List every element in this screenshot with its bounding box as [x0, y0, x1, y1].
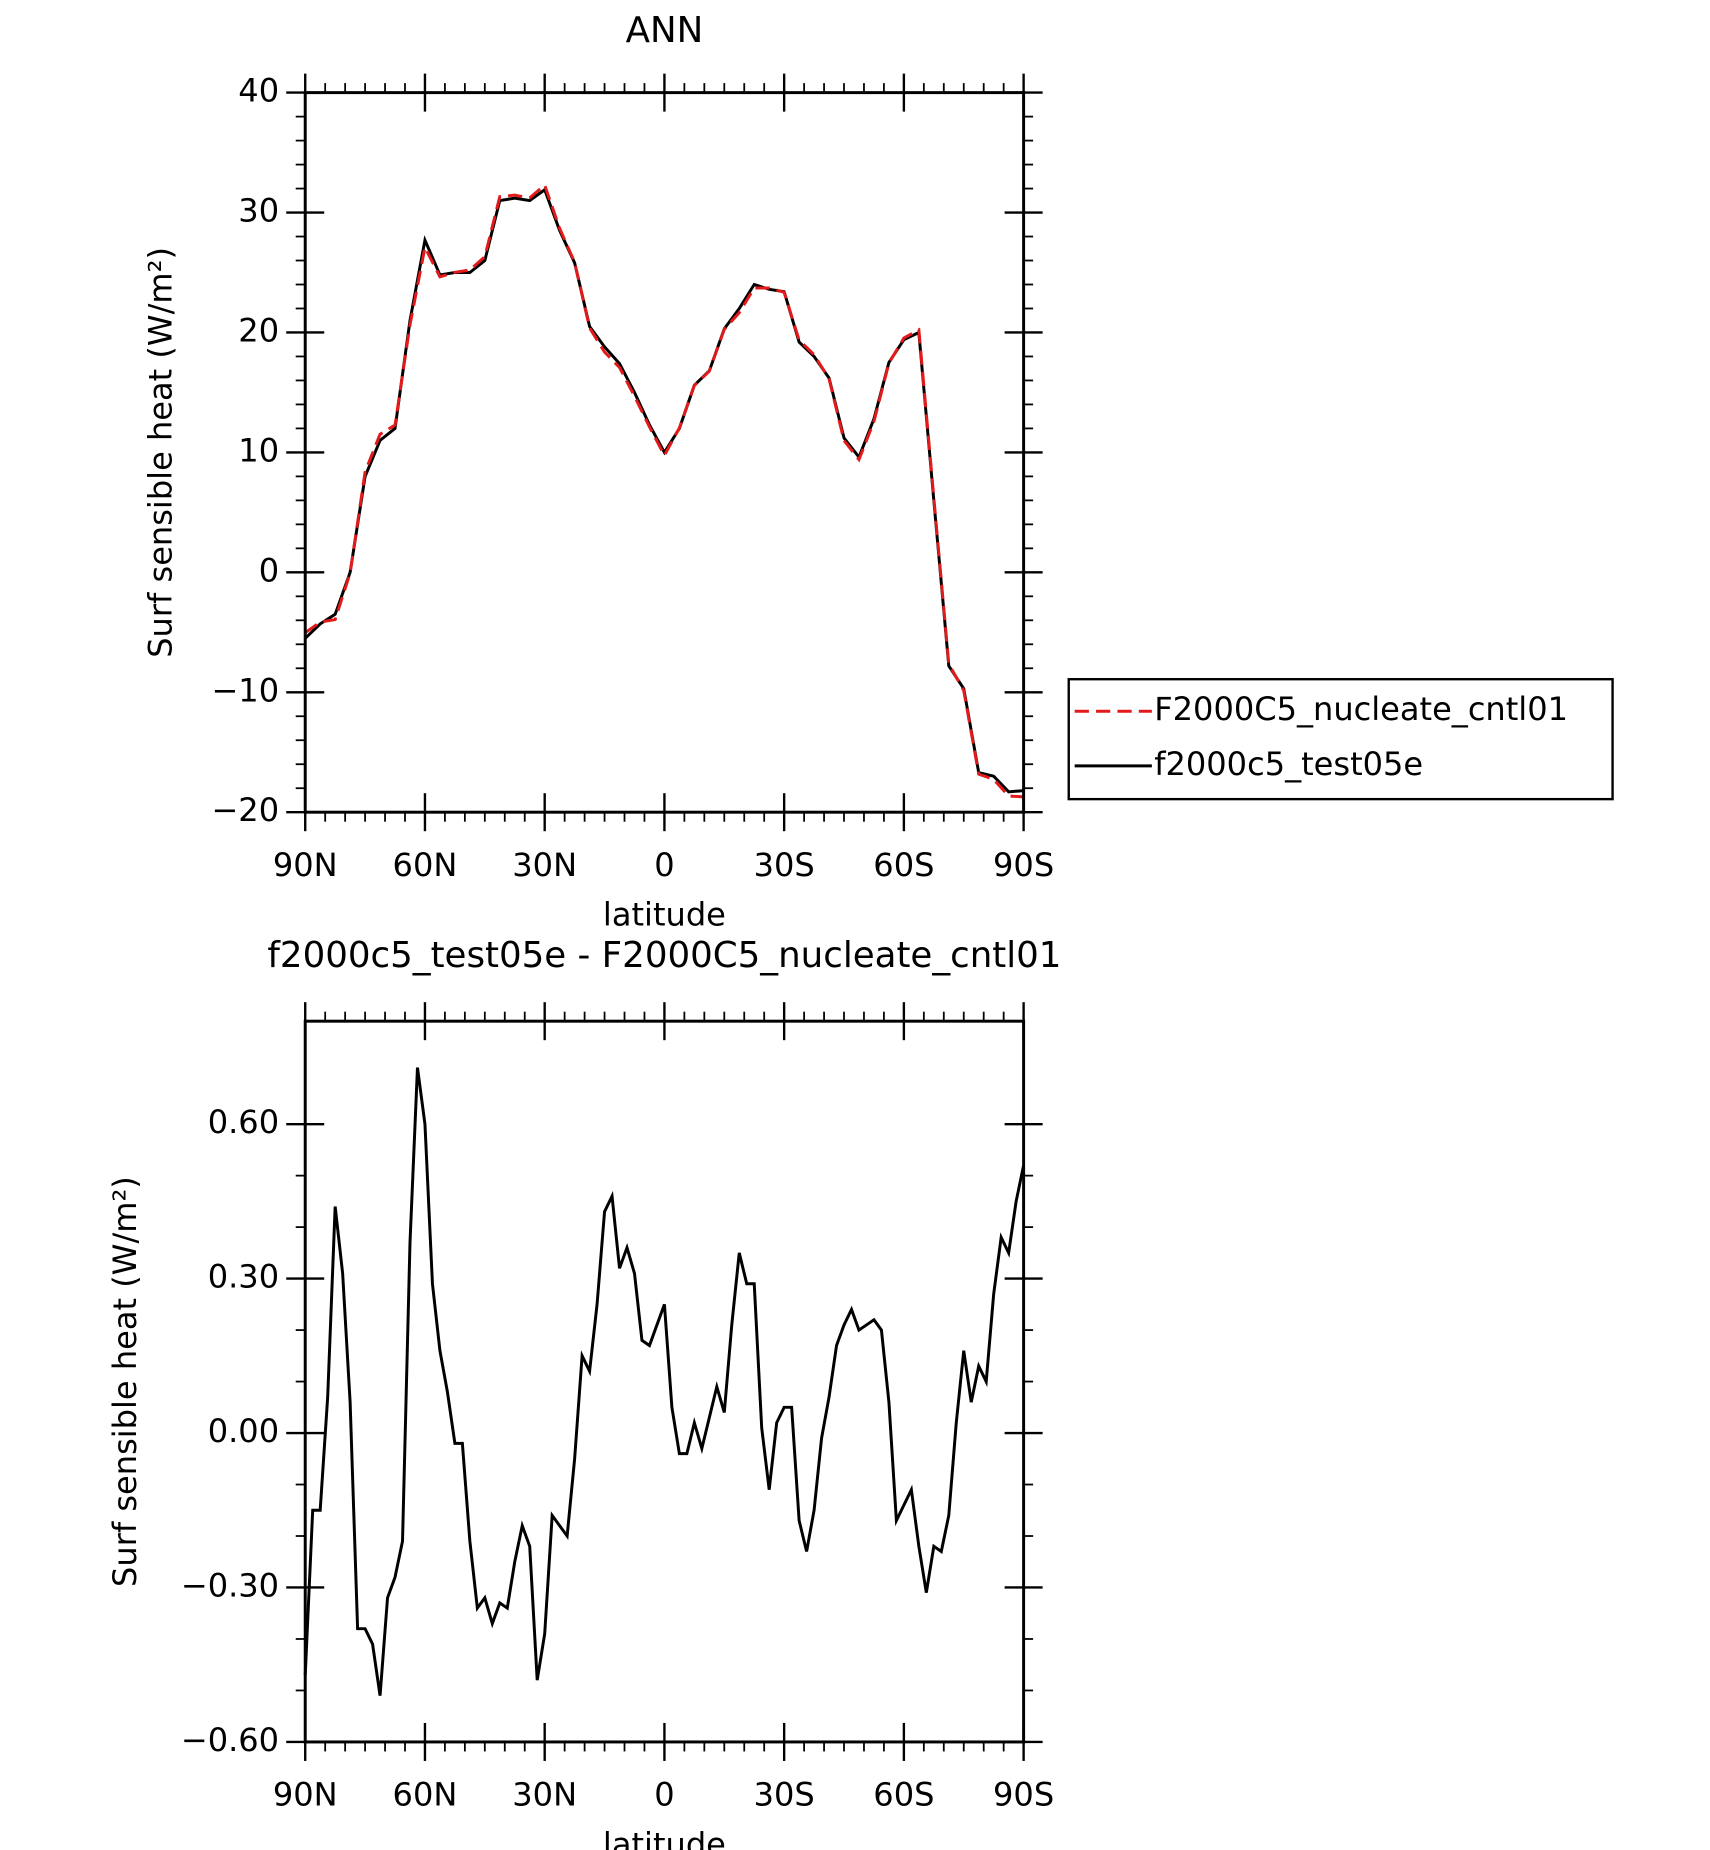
data-line [304, 182, 1024, 799]
y-tick-label: 10 [238, 431, 279, 469]
y-tick-label: −0.30 [181, 1566, 279, 1604]
legend-label: f2000c5_test05e [1154, 745, 1423, 783]
x-tick-label: 60N [393, 1776, 458, 1814]
legend-box [1067, 678, 1614, 801]
legend-label: F2000C5_nucleate_cntl01 [1154, 690, 1568, 728]
chart-title: ANN [626, 10, 704, 51]
x-tick-label: 60S [873, 1776, 934, 1814]
y-axis-label: Surf sensible heat (W/m²) [142, 247, 180, 658]
y-tick-label: 20 [238, 311, 279, 349]
y-tick-label: 0.00 [208, 1412, 279, 1450]
x-tick-label: 90S [993, 846, 1054, 884]
x-axis-label: latitude [603, 1825, 726, 1850]
y-tick-label: 40 [238, 72, 279, 110]
x-tick-label: 60S [873, 846, 934, 884]
x-tick-label: 60N [393, 846, 458, 884]
x-tick-label: 90S [993, 1776, 1054, 1814]
x-axis-label: latitude [603, 896, 726, 934]
x-tick-label: 30S [754, 846, 815, 884]
data-line [304, 187, 1024, 794]
x-tick-label: 90N [273, 1776, 338, 1814]
y-tick-label: −0.60 [181, 1721, 279, 1759]
x-tick-label: 0 [654, 1776, 674, 1814]
y-tick-label: 0.60 [208, 1103, 279, 1141]
plot-frame [303, 1019, 1026, 1744]
x-tick-label: 30S [754, 1776, 815, 1814]
x-tick-label: 0 [654, 846, 674, 884]
y-tick-label: 0.30 [208, 1258, 279, 1296]
y-axis-label: Surf sensible heat (W/m²) [106, 1176, 144, 1587]
y-tick-label: 30 [238, 192, 279, 230]
x-tick-label: 90N [273, 846, 338, 884]
data-line [303, 1067, 1026, 1696]
y-tick-label: 0 [259, 551, 279, 589]
chart-title: f2000c5_test05e - F2000C5_nucleate_cntl0… [267, 935, 1061, 976]
y-tick-label: −20 [211, 791, 279, 829]
x-tick-label: 30N [512, 1776, 577, 1814]
plot-frame [303, 91, 1026, 814]
y-tick-label: −10 [211, 671, 279, 709]
x-tick-label: 30N [512, 846, 577, 884]
